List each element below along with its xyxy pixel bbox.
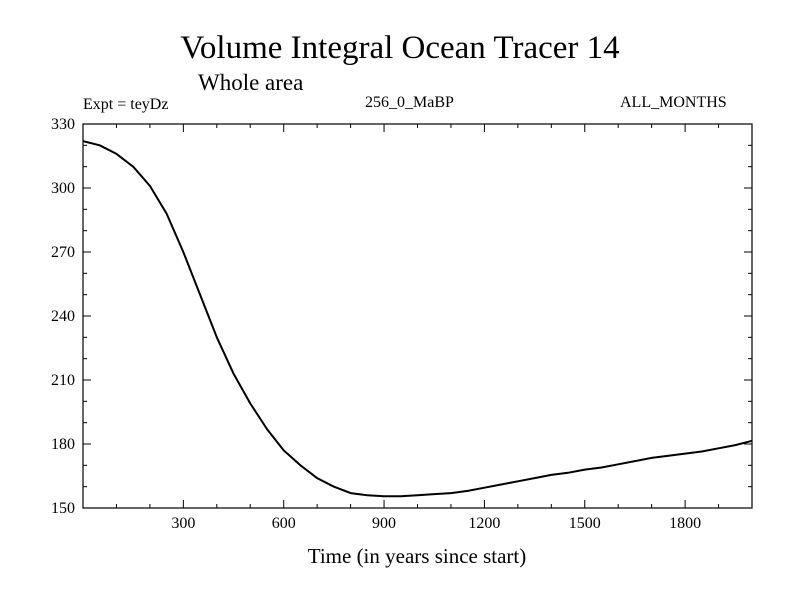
x-tick-label: 300: [171, 515, 195, 532]
months-label: ALL_MONTHS: [620, 94, 727, 111]
chart-series: [82, 140, 753, 498]
y-tick-label: 270: [51, 244, 75, 261]
chart-title: Volume Integral Ocean Tracer 14: [180, 30, 620, 66]
experiment-label: Expt = teyDz: [83, 96, 169, 113]
series-line: [82, 140, 753, 498]
chart-axes: [82, 123, 753, 509]
x-tick-label: 600: [272, 515, 296, 532]
y-tick-label: 330: [51, 116, 75, 133]
x-tick-label: 1500: [569, 515, 601, 532]
y-tick-label: 150: [51, 500, 75, 517]
x-tick-label: 1800: [669, 515, 701, 532]
chart-subtitle: Whole area: [198, 70, 304, 95]
x-tick-label: 1200: [468, 515, 500, 532]
x-tick-label: 900: [372, 515, 396, 532]
y-tick-label: 240: [51, 308, 75, 325]
x-axis-label: Time (in years since start): [308, 544, 527, 568]
plot-frame: [82, 123, 753, 509]
chart-ticks: 300 600 900 1200 1500 1800 150 180 210 240 270 300 3…: [51, 116, 752, 532]
run-label: 256_0_MaBP: [365, 94, 454, 111]
y-tick-label: 300: [51, 180, 75, 197]
y-tick-label: 210: [51, 372, 75, 389]
y-tick-label: 180: [51, 436, 75, 453]
